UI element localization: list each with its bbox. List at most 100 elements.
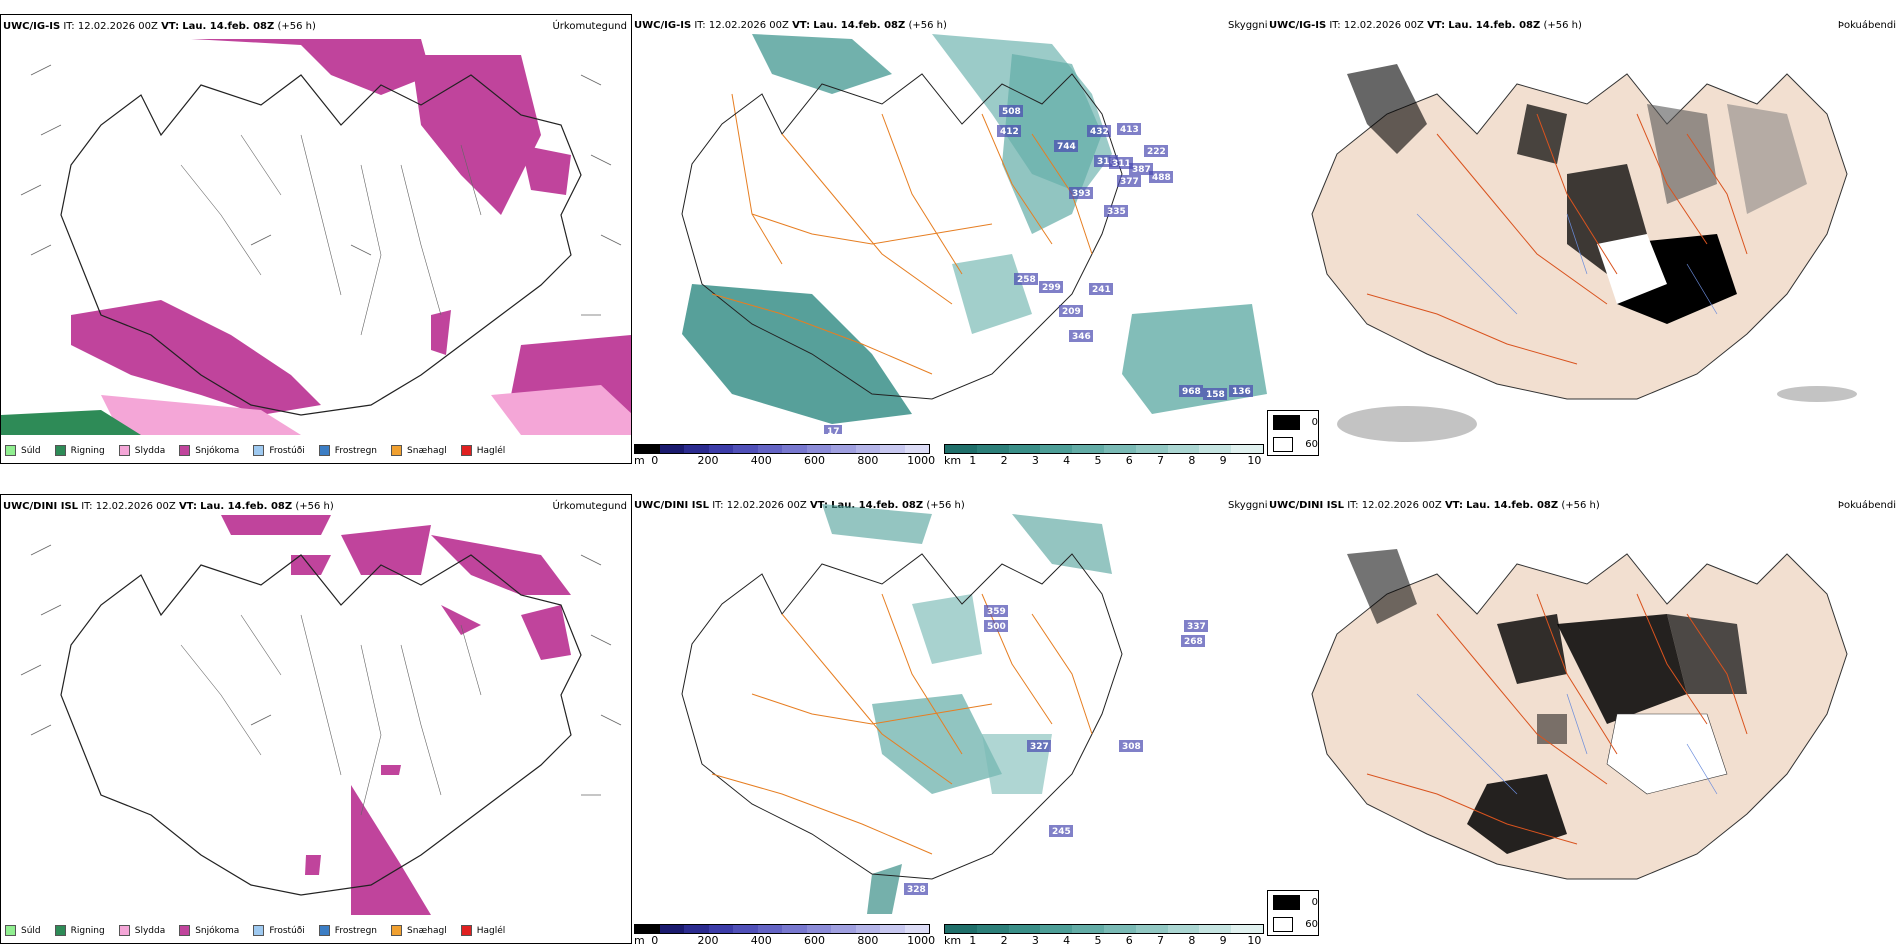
panel-name: Skyggni <box>1228 500 1267 511</box>
vis-label-bg <box>824 425 842 434</box>
vis-label-bg <box>1054 140 1078 152</box>
bottom-fog-panel: UWC/DINI ISL IT: 12.02.2026 00Z VT: Lau.… <box>1267 494 1900 944</box>
scale-unit: km <box>944 934 962 944</box>
vis-value-label: 413 <box>1120 125 1139 135</box>
legend-label: Rigning <box>70 925 105 936</box>
legend-item: Haglél <box>460 445 506 456</box>
panel-title: UWC/DINI ISL IT: 12.02.2026 00Z VT: Lau.… <box>1269 500 1600 511</box>
scale-tick: 1000 <box>907 454 936 464</box>
legend-item: Rigning <box>54 445 105 456</box>
legend-item: Súld <box>5 445 41 456</box>
fog-legend-label: 60 <box>1305 918 1318 930</box>
vis-label-bg <box>1229 385 1253 397</box>
scale-tick: 600 <box>804 454 826 464</box>
vis-value-label: 377 <box>1120 177 1139 187</box>
vis-value-label: 335 <box>1107 207 1126 217</box>
legend-swatch <box>460 925 472 936</box>
legend-swatch <box>460 445 472 456</box>
vis-label-bg <box>1014 273 1038 285</box>
vis-label-bg <box>1087 125 1111 137</box>
legend-item: Frostregn <box>318 925 377 936</box>
vis-value-label: 268 <box>1184 637 1203 647</box>
legend-swatch <box>54 445 66 456</box>
panel-name: Þokuábendi <box>1837 20 1896 31</box>
scale-tick: 9 <box>1219 454 1227 464</box>
bottom-precip-panel: UWC/DINI ISL IT: 12.02.2026 00Z VT: Lau.… <box>0 494 632 944</box>
scale-unit: m <box>634 454 645 464</box>
vis-label-bg <box>1109 157 1133 169</box>
panel-title: UWC/IG-IS IT: 12.02.2026 00Z VT: Lau. 14… <box>634 20 947 31</box>
legend-swatch <box>253 445 265 456</box>
scale-tick: 7 <box>1157 934 1165 944</box>
fog-legend-label: 0 <box>1311 896 1318 908</box>
vis-label-bg <box>1203 388 1227 400</box>
vis-value-label: 968 <box>1182 387 1201 397</box>
fog-legend: 0 60 <box>1267 410 1319 456</box>
vis-value-label: 744 <box>1057 142 1076 152</box>
vis-value-label: 258 <box>1017 275 1036 285</box>
vis-value-label: 241 <box>1092 285 1111 295</box>
vis-value-label: 328 <box>907 885 926 895</box>
legend-item: Súld <box>5 925 41 936</box>
fog-legend-swatch <box>1273 436 1294 452</box>
vis-value-label: 299 <box>1042 283 1061 293</box>
cloudbase-scale: m 0 200 400 600 800 1000 <box>634 924 935 944</box>
legend-swatch <box>318 925 330 936</box>
precip-map <box>1 39 631 435</box>
scale-tick: 10 <box>1247 934 1262 944</box>
scale-tick: 4 <box>1063 934 1071 944</box>
vis-label-bg <box>1104 205 1128 217</box>
vis-value-label: 412 <box>1000 127 1019 137</box>
fog-legend-row: 60 <box>1268 433 1318 455</box>
scale-tick: 6 <box>1125 934 1133 944</box>
visibility-map: 359 500 337 268 327 308 245 328 <box>681 504 1208 914</box>
vis-label-bg <box>1144 145 1168 157</box>
fog-legend-swatch <box>1273 894 1300 910</box>
vis-label-bg <box>1089 283 1113 295</box>
scale-tick: 0 <box>651 454 659 464</box>
legend-item: Frostúði <box>253 445 305 456</box>
fog-legend-label: 0 <box>1311 416 1318 428</box>
legend-label: Haglél <box>476 445 506 456</box>
vis-label-bg <box>1117 123 1141 135</box>
panel-name: Úrkomutegund <box>552 21 627 32</box>
legend-label: Snjókoma <box>195 445 240 456</box>
fog-legend-row: 0 <box>1268 411 1318 433</box>
fog-legend-label: 60 <box>1305 438 1318 450</box>
legend-item: Rigning <box>54 925 105 936</box>
top-fog-panel: UWC/IG-IS IT: 12.02.2026 00Z VT: Lau. 14… <box>1267 14 1900 464</box>
legend-item: Slydda <box>118 445 165 456</box>
scale-tick: 7 <box>1157 454 1165 464</box>
scale-tick: 3 <box>1031 454 1039 464</box>
vis-value-label: 17 <box>827 427 840 434</box>
legend-swatch <box>391 925 403 936</box>
scale-tick: 1 <box>969 454 977 464</box>
legend-swatch <box>54 925 66 936</box>
scale-tick: 1 <box>969 934 977 944</box>
vis-label-bg <box>1059 305 1083 317</box>
visibility-scale: km 1 2 3 4 5 6 7 8 9 10 <box>944 444 1264 464</box>
scale-tick: 8 <box>1188 934 1196 944</box>
vis-label-bg <box>999 105 1023 117</box>
top-visibility-panel: UWC/IG-IS IT: 12.02.2026 00Z VT: Lau. 14… <box>632 14 1267 464</box>
scale-tick: 600 <box>804 934 826 944</box>
vis-label-bg <box>1117 175 1141 187</box>
panel-title: UWC/DINI ISL IT: 12.02.2026 00Z VT: Lau.… <box>3 501 334 512</box>
panel-name: Skyggni <box>1228 20 1267 31</box>
precip-legend: Súld Rigning Slydda Snjókoma Frostúði Frostre… <box>5 445 519 456</box>
vis-value-label: 245 <box>1052 827 1071 837</box>
vis-value-label: 327 <box>1030 742 1049 752</box>
scale-tick: 400 <box>750 454 772 464</box>
scale-tick: 4 <box>1063 454 1071 464</box>
legend-item: Snæhagl <box>391 925 447 936</box>
scale-tick: 800 <box>857 934 879 944</box>
scale-tick: 800 <box>857 454 879 464</box>
fog-legend-row: 60 <box>1268 913 1318 935</box>
legend-swatch <box>253 925 265 936</box>
fog-legend-swatch <box>1273 414 1300 430</box>
scale-tick: 6 <box>1125 454 1133 464</box>
legend-swatch <box>5 445 16 456</box>
vis-label-bg <box>1119 740 1143 752</box>
legend-label: Snæhagl <box>407 925 447 936</box>
vis-value-label: 158 <box>1206 390 1225 400</box>
